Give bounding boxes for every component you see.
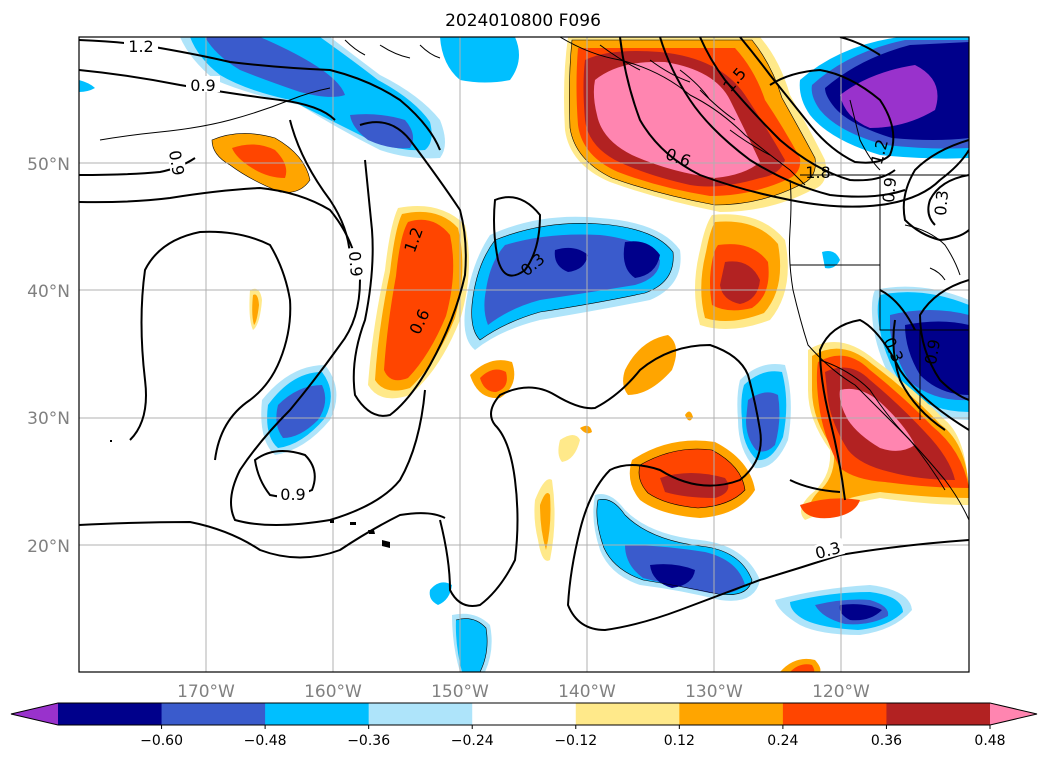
political-boundaries <box>790 174 969 420</box>
colorbar-tick-label: 0.36 <box>871 733 902 749</box>
colorbar-segment <box>679 703 784 725</box>
colorbar-segment <box>575 703 680 725</box>
colorbar-segment <box>161 703 266 725</box>
lat-label: 50°N <box>27 155 70 175</box>
colorbar-segment <box>782 703 887 725</box>
plot-frame <box>78 36 970 673</box>
colorbar-extend-min <box>11 703 58 725</box>
positive-anomaly-bottom <box>780 658 821 672</box>
longitude-labels: 170°W 160°W 150°W 140°W 130°W 120°W <box>177 682 870 702</box>
colorbar-segment <box>472 703 577 725</box>
colorbar-segment <box>886 703 991 725</box>
colorbar-tick-label: −0.48 <box>244 733 287 749</box>
positive-anomaly-subtropical <box>629 440 755 518</box>
lat-label: 30°N <box>27 409 70 429</box>
colorbar-labels: −0.60 −0.48 −0.36 −0.24 −0.12 0.12 0.24 0.36 0.4… <box>140 725 1006 749</box>
figure-title: 2024010800 F096 <box>445 11 601 31</box>
contour-label: 0.9 <box>879 176 900 203</box>
contour-label: 0.3 <box>931 189 952 216</box>
contour-label: 0.9 <box>921 338 944 366</box>
negative-anomaly-central <box>464 216 681 350</box>
negative-anomaly-ne <box>799 37 969 159</box>
positive-anomaly-central-west <box>368 206 469 399</box>
lon-label: 130°W <box>685 682 743 702</box>
filled-contour-edges <box>211 39 816 672</box>
lon-label: 160°W <box>304 682 362 702</box>
coastlines <box>99 37 969 521</box>
map-plot-area: 1.2 0.9 0.9 0.9 1.2 0.6 0.3 0.6 <box>79 37 969 672</box>
colorbar-tick-label: −0.12 <box>554 733 597 749</box>
lon-label: 170°W <box>177 682 235 702</box>
contour-label: 1.2 <box>128 37 153 56</box>
positive-anomaly-offshore-40n <box>695 214 788 329</box>
colorbar <box>10 702 1038 726</box>
negative-anomaly-small-blobs <box>261 251 969 672</box>
colorbar-tick-label: −0.24 <box>451 733 494 749</box>
colorbar-tick-label: −0.60 <box>140 733 183 749</box>
lat-label: 40°N <box>27 282 70 302</box>
latitude-labels: 50°N 40°N 30°N 20°N <box>27 155 70 557</box>
lon-label: 140°W <box>558 682 616 702</box>
lon-label: 150°W <box>431 682 489 702</box>
colorbar-segment <box>368 703 473 725</box>
colorbar-tick-label: −0.36 <box>347 733 390 749</box>
contour-label: 1.8 <box>805 163 830 182</box>
colorbar-outline <box>10 702 1038 726</box>
positive-anomaly-small-blobs <box>249 288 693 561</box>
colorbar-tick-label: 0.48 <box>974 733 1005 749</box>
colorbar-tick-label: 0.24 <box>767 733 798 749</box>
colorbar-segment <box>265 703 370 725</box>
contour-label: 0.9 <box>165 149 188 177</box>
colorbar-segment <box>58 703 163 725</box>
lon-label: 120°W <box>812 682 870 702</box>
lat-label: 20°N <box>27 537 70 557</box>
contour-lines <box>79 37 969 632</box>
contour-label: 0.9 <box>190 76 215 95</box>
contour-label: 0.9 <box>345 250 366 277</box>
contour-label: 0.9 <box>280 485 305 504</box>
colorbar-tick-label: 0.12 <box>664 733 695 749</box>
positive-anomaly-gulf-of-alaska <box>564 37 827 212</box>
colorbar-extend-max <box>990 703 1037 725</box>
